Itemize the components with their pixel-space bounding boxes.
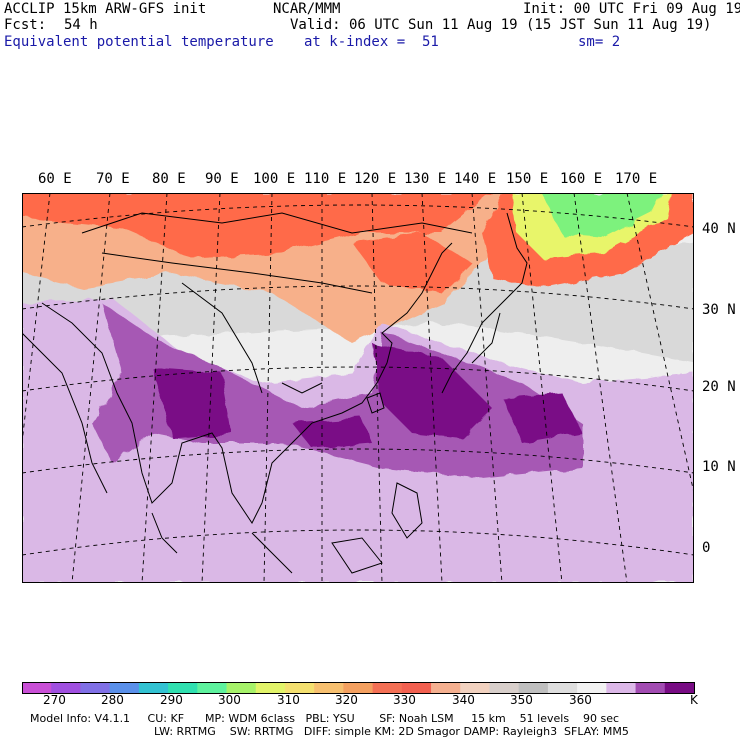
colorbar-swatch: [343, 682, 374, 694]
colorbar-swatch: [460, 682, 490, 694]
colorbar-swatch: [197, 682, 228, 694]
colorbar-swatch: [314, 682, 344, 694]
colorbar-label: 280: [101, 693, 124, 707]
colorbar-swatch: [255, 682, 286, 694]
lon-label: 100 E: [253, 171, 296, 187]
colorbar-swatch: [431, 682, 461, 694]
forecast-label: Fcst:: [4, 17, 47, 33]
lon-label: 80 E: [152, 171, 186, 187]
colorbar-label: 290: [160, 693, 183, 707]
lat-label: 10 N: [702, 459, 736, 475]
lon-label: 60 E: [38, 171, 72, 187]
forecast-hours: 54 h: [64, 17, 98, 33]
colorbar-swatch: [284, 682, 315, 694]
colorbar-swatch: [80, 682, 111, 694]
colorbar-swatch: [518, 682, 549, 694]
footer-physics-info: LW: RRTMG SW: RRTMG DIFF: simple KM: 2D …: [154, 725, 629, 738]
colorbar-swatch: [22, 682, 52, 694]
colorbar-swatch: [109, 682, 140, 694]
colorbar-swatch: [489, 682, 520, 694]
colorbar-swatch: [635, 682, 666, 694]
lon-label: 90 E: [205, 171, 239, 187]
colorbar-swatch: [606, 682, 637, 694]
lon-label: 130 E: [404, 171, 447, 187]
model-title: ACCLIP 15km ARW-GFS init: [4, 1, 207, 17]
lon-label: 150 E: [506, 171, 549, 187]
colorbar-label: 300: [218, 693, 241, 707]
lat-label: 0: [702, 540, 711, 556]
colorbar-label: 360: [569, 693, 592, 707]
colorbar-label: 310: [277, 693, 300, 707]
footer-model-info: Model Info: V4.1.1 CU: KF MP: WDM 6class…: [30, 712, 620, 725]
lat-label: 30 N: [702, 302, 736, 318]
shaded-field: [22, 193, 694, 583]
colorbar-label: 330: [393, 693, 416, 707]
coastlines: [22, 212, 528, 574]
center-label: NCAR/MMM: [273, 1, 341, 17]
lon-label: 160 E: [560, 171, 603, 187]
colorbar: [22, 682, 695, 694]
lon-label: 140 E: [454, 171, 497, 187]
graticule: [22, 193, 694, 583]
colorbar-label: 320: [335, 693, 358, 707]
field-name: Equivalent potential temperature: [4, 34, 274, 50]
lon-label: 70 E: [96, 171, 130, 187]
colorbar-swatch: [401, 682, 432, 694]
colorbar-swatch: [226, 682, 257, 694]
colorbar-label: 350: [510, 693, 533, 707]
lon-label: 170 E: [615, 171, 658, 187]
lon-label: 120 E: [354, 171, 397, 187]
valid-time: Valid: 06 UTC Sun 11 Aug 19 (15 JST Sun …: [290, 17, 712, 33]
level-label: at k-index = 51: [304, 34, 439, 50]
colorbar-swatch: [577, 682, 607, 694]
map-frame: [22, 193, 694, 583]
colorbar-swatch: [51, 682, 81, 694]
colorbar-swatch: [138, 682, 169, 694]
init-time: Init: 00 UTC Fri 09 Aug 19: [523, 1, 740, 17]
theta-e-map: [22, 193, 694, 583]
colorbar-swatch: [372, 682, 403, 694]
colorbar-unit: K: [690, 693, 698, 707]
colorbar-label: 340: [452, 693, 475, 707]
colorbar-swatch: [547, 682, 578, 694]
colorbar-label: 270: [43, 693, 66, 707]
smoothing-label: sm= 2: [578, 34, 621, 50]
colorbar-swatch: [664, 682, 695, 694]
lon-label: 110 E: [304, 171, 347, 187]
lat-label: 20 N: [702, 379, 736, 395]
colorbar-swatch: [168, 682, 198, 694]
lat-label: 40 N: [702, 221, 736, 237]
